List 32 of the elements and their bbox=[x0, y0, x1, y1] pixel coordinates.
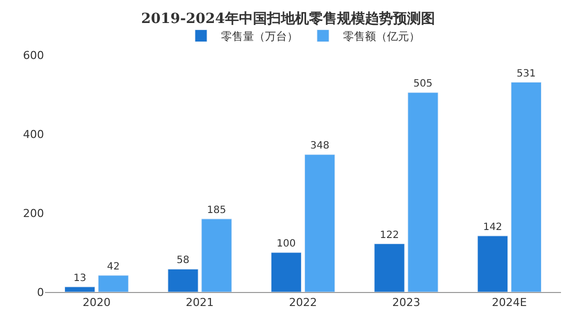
bar bbox=[304, 154, 336, 292]
data-label: 13 bbox=[73, 272, 86, 284]
legend-label: 零售额（亿元） bbox=[343, 30, 420, 44]
data-label: 42 bbox=[107, 261, 120, 272]
y-tick-label: 0 bbox=[37, 286, 44, 299]
x-tick-label: 2022 bbox=[289, 296, 317, 310]
y-tick-label: 400 bbox=[23, 128, 44, 141]
data-label: 505 bbox=[413, 78, 433, 90]
data-label: 142 bbox=[483, 222, 502, 233]
x-tick-label: 2023 bbox=[392, 296, 420, 310]
bar bbox=[201, 218, 232, 292]
bar bbox=[477, 236, 508, 292]
data-label: 531 bbox=[516, 68, 536, 80]
legend-label: 零售量（万台） bbox=[221, 30, 298, 44]
x-tick-label: 2024E bbox=[492, 296, 527, 310]
bar bbox=[408, 92, 438, 292]
data-label: 185 bbox=[207, 204, 226, 216]
bar bbox=[98, 275, 129, 292]
bar bbox=[510, 82, 542, 292]
bar bbox=[270, 252, 302, 292]
x-tick-label: 2020 bbox=[82, 296, 111, 310]
bar bbox=[64, 286, 96, 292]
x-tick-label: 2021 bbox=[186, 296, 214, 310]
data-label: 348 bbox=[310, 140, 330, 152]
data-label: 122 bbox=[380, 230, 399, 241]
bar bbox=[374, 244, 405, 292]
bar bbox=[168, 268, 198, 292]
data-label: 58 bbox=[176, 255, 190, 266]
chart-title: 2019-2024年中国扫地机零售规模趋势预测图 bbox=[141, 10, 435, 27]
data-label: 100 bbox=[276, 238, 296, 250]
y-tick-label: 600 bbox=[23, 48, 44, 62]
y-tick-label: 200 bbox=[23, 206, 44, 220]
